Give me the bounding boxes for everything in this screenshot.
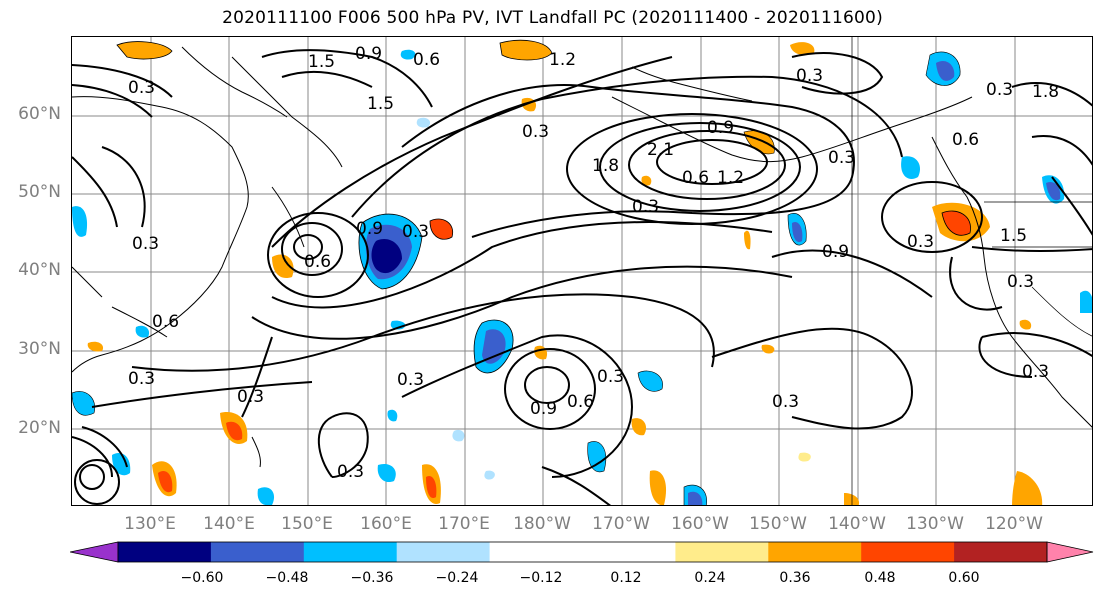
contour-label: 1.5 [308, 52, 335, 72]
contour-label: 0.6 [567, 392, 594, 412]
contour-label: 0.3 [237, 387, 264, 407]
lon-label-140w: 140°W [828, 514, 886, 534]
lat-label-20n: 20°N [18, 418, 61, 438]
colorbar-segment [582, 542, 676, 562]
contour-label: 0.6 [682, 168, 709, 188]
map-canvas: 1.5 0.9 0.6 1.2 0.3 0.3 1.5 0.3 2.1 1.8 … [72, 37, 1092, 505]
colorbar-tick: −0.36 [350, 570, 394, 586]
colorbar-segment [210, 542, 305, 562]
contour-label: 1.8 [1032, 82, 1059, 102]
colorbar-extend-low [70, 541, 119, 563]
lon-label-140e: 140°E [203, 514, 255, 534]
colorbar-segment [675, 542, 769, 562]
colorbar-tick: 0.36 [779, 570, 811, 586]
contour-label: 0.9 [822, 242, 849, 262]
contour-label: 0.9 [356, 219, 383, 239]
lat-label-30n: 30°N [18, 339, 61, 359]
lon-label-180w: 180°W [513, 514, 571, 534]
colorbar-segment [768, 542, 862, 562]
contour-label: 0.3 [828, 148, 855, 168]
contour-label: 0.3 [632, 197, 659, 217]
colorbar-segment [489, 542, 583, 562]
colorbar [70, 541, 1094, 563]
colorbar-segment [396, 542, 491, 562]
lon-label-130e: 130°E [124, 514, 176, 534]
contour-label: 0.6 [413, 50, 440, 70]
contour-label: 0.3 [402, 222, 429, 242]
contour-label: 0.3 [772, 392, 799, 412]
contour-label: 0.3 [132, 234, 159, 254]
contour-label: 0.3 [986, 80, 1013, 100]
contour-label: 0.9 [707, 118, 734, 138]
contour-label: 0.3 [796, 66, 823, 86]
contour-label: 0.6 [304, 252, 331, 272]
lon-label-120w: 120°W [985, 514, 1043, 534]
colorbar-segment [954, 542, 1048, 562]
colorbar-segments [70, 541, 1094, 563]
colorbar-segment [118, 542, 212, 562]
contour-label: 0.6 [952, 130, 979, 150]
contour-label: 0.3 [907, 232, 934, 252]
contour-label: 0.6 [152, 312, 179, 332]
contour-label: 0.3 [128, 369, 155, 389]
figure-title: 2020111100 F006 500 hPa PV, IVT Landfall… [222, 8, 883, 28]
colorbar-tick: −0.12 [519, 570, 563, 586]
lon-label-170e: 170°E [438, 514, 490, 534]
contour-labels: 1.5 0.9 0.6 1.2 0.3 0.3 1.5 0.3 2.1 1.8 … [128, 44, 1059, 482]
colorbar-tick: 0.24 [694, 570, 726, 586]
contour-label: 0.3 [337, 462, 364, 482]
lat-label-40n: 40°N [18, 260, 61, 280]
contour-label: 1.5 [367, 94, 394, 114]
contour-label: 0.3 [1022, 362, 1049, 382]
colorbar-tick: 0.60 [948, 570, 980, 586]
lat-label-60n: 60°N [18, 104, 61, 124]
contour-label: 0.3 [1007, 272, 1034, 292]
contour-label: 0.3 [522, 122, 549, 142]
contour-label: 0.9 [355, 44, 382, 64]
gridlines [72, 37, 1092, 505]
contour-label: 1.8 [592, 156, 619, 176]
lon-label-170w: 170°W [592, 514, 650, 534]
lon-label-150w: 150°W [749, 514, 807, 534]
colorbar-segment [303, 542, 398, 562]
contour-label: 1.5 [1000, 226, 1027, 246]
colorbar-frame [117, 541, 1048, 563]
colorbar-tick: −0.48 [265, 570, 309, 586]
ivt-contours [72, 49, 1092, 505]
lat-label-50n: 50°N [18, 182, 61, 202]
colorbar-segment [861, 542, 955, 562]
lon-label-130w: 130°W [906, 514, 964, 534]
lon-label-160w: 160°W [671, 514, 729, 534]
pv-positive-anomalies [87, 39, 1043, 505]
colorbar-extend-high [1046, 541, 1094, 563]
contour-label: 1.2 [549, 50, 576, 70]
contour-label: 0.3 [128, 78, 155, 98]
contour-label: 0.3 [397, 370, 424, 390]
lon-label-150e: 150°E [281, 514, 333, 534]
map-panel: 1.5 0.9 0.6 1.2 0.3 0.3 1.5 0.3 2.1 1.8 … [71, 36, 1093, 506]
colorbar-tick: 0.12 [610, 570, 642, 586]
colorbar-tick: −0.24 [435, 570, 479, 586]
contour-label: 2.1 [647, 140, 674, 160]
contour-label: 1.2 [717, 168, 744, 188]
colorbar-tick: −0.60 [180, 570, 224, 586]
lon-label-160e: 160°E [360, 514, 412, 534]
contour-label: 0.3 [597, 367, 624, 387]
contour-label: 0.9 [530, 399, 557, 419]
colorbar-tick: 0.48 [864, 570, 896, 586]
